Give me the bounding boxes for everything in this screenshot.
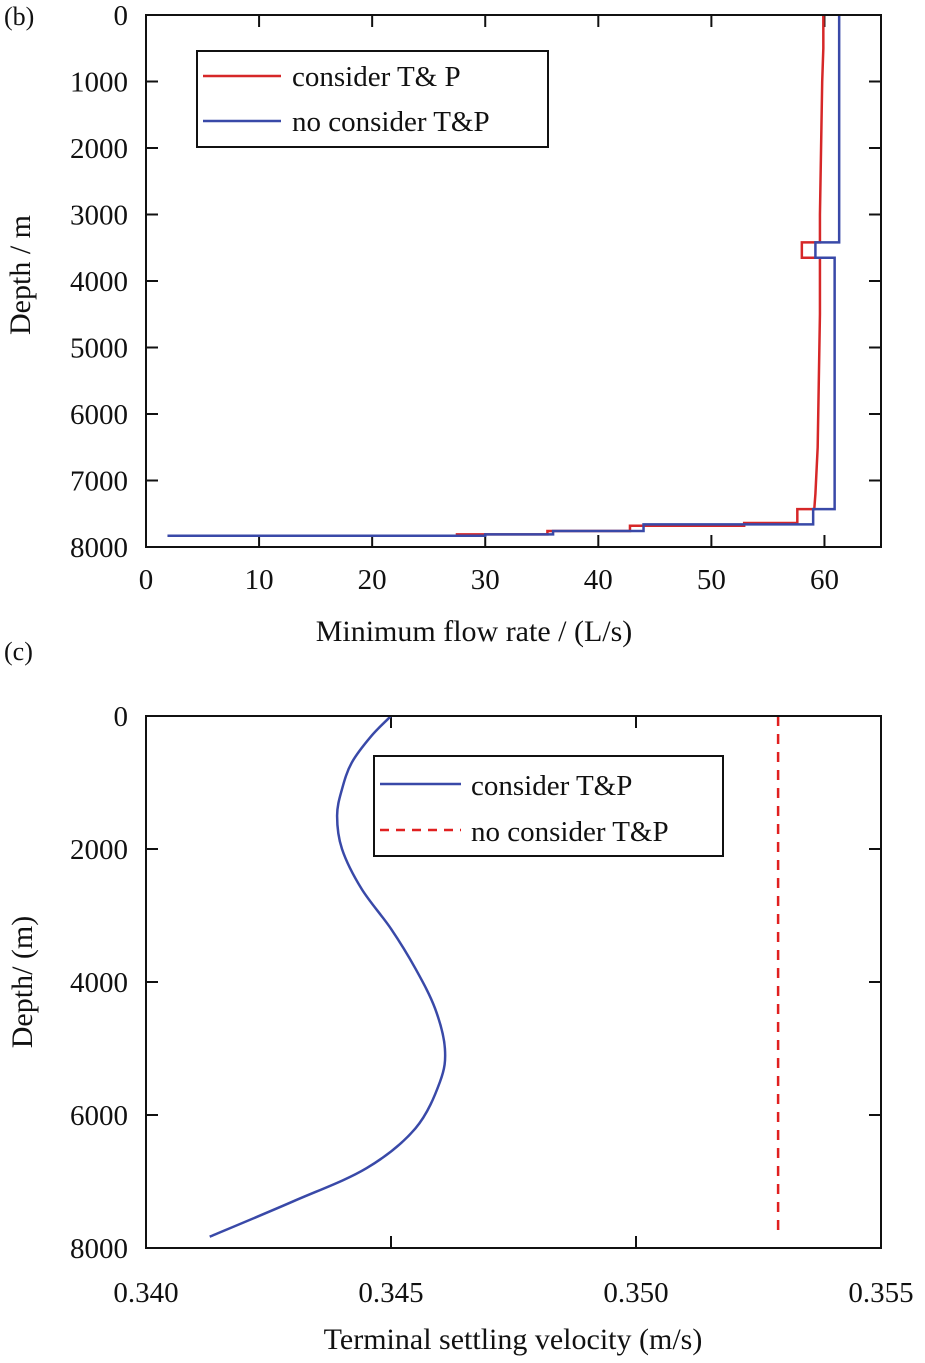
chart-c-y-tick-label-0: 0 [114,701,129,733]
chart-c: (c) 0.340 0.345 0.350 0.355 0 2000 4000 6000 800… [4,637,914,1356]
chart-c-x-tick-label-2: 0.350 [603,1277,668,1309]
chart-b-y-tick-label-0: 0 [114,0,129,32]
chart-c-x-tick-label-1: 0.345 [358,1277,423,1309]
chart-c-legend-label-0: consider T&P [471,770,632,802]
chart-c-series-0-line [209,715,447,1238]
chart-b-y-tick-label-3: 3000 [70,200,128,232]
chart-b-series-0-line [167,15,825,537]
chart-b-series-1-line [167,15,841,537]
chart-b-legend: consider T& P no consider T&P [196,50,549,148]
chart-b-y-tick-label-2: 2000 [70,133,128,165]
chart-b-series [167,15,841,537]
chart-b-x-tick-label-1: 10 [245,564,274,596]
chart-c-frame [145,715,882,1249]
chart-b-x-tick-label-6: 60 [810,564,839,596]
chart-b-y-tick-label-6: 6000 [70,399,128,431]
chart-c-y-axis-title: Depth/ (m) [6,916,39,1048]
panel-label-b: (b) [4,2,34,31]
chart-c-x-tick-label-3: 0.355 [848,1277,913,1309]
chart-c-legend-label-1: no consider T&P [471,816,669,848]
chart-b-x-tick-label-4: 40 [584,564,613,596]
chart-b-frame [145,14,882,548]
chart-c-x-tick-label-0: 0.340 [113,1277,178,1309]
chart-b-y-axis-title: Depth / m [4,215,37,335]
chart-b-y-tick-label-8: 8000 [70,532,128,564]
chart-b-x-tick-label-5: 50 [697,564,726,596]
chart-b-x-tick-label-3: 30 [471,564,500,596]
chart-b-x-tick-label-0: 0 [139,564,154,596]
chart-c-series [209,715,780,1238]
chart-b-tick-labels: 0 10 20 30 40 50 60 0 1000 2000 3000 4000 5000 6000 70… [70,0,839,596]
chart-b-legend-label-0: consider T& P [292,61,461,93]
chart-c-tick-labels: 0.340 0.345 0.350 0.355 0 2000 4000 6000 8000 [70,701,914,1309]
chart-b-legend-box [196,50,549,148]
chart-c-legend-box [373,755,724,857]
chart-b-y-tick-label-4: 4000 [70,266,128,298]
chart-b-x-axis-title: Minimum flow rate / (L/s) [316,615,633,648]
panel-label-c: (c) [4,637,33,666]
chart-b-legend-label-1: no consider T&P [292,106,490,138]
chart-b: (b) 0 10 20 30 40 50 60 0 1000 2000 3000 4000 5000 60… [4,0,882,648]
chart-c-y-tick-label-4: 8000 [70,1233,128,1265]
chart-b-y-tick-label-1: 1000 [70,67,128,99]
chart-b-y-tick-label-7: 7000 [70,466,128,498]
chart-c-x-axis-title: Terminal settling velocity (m/s) [324,1323,703,1356]
chart-b-y-tick-label-5: 5000 [70,333,128,365]
chart-c-y-tick-label-3: 6000 [70,1100,128,1132]
chart-c-y-tick-label-2: 4000 [70,967,128,999]
chart-c-legend: consider T&P no consider T&P [373,755,724,857]
chart-c-y-tick-label-1: 2000 [70,834,128,866]
chart-b-x-tick-label-2: 20 [358,564,387,596]
